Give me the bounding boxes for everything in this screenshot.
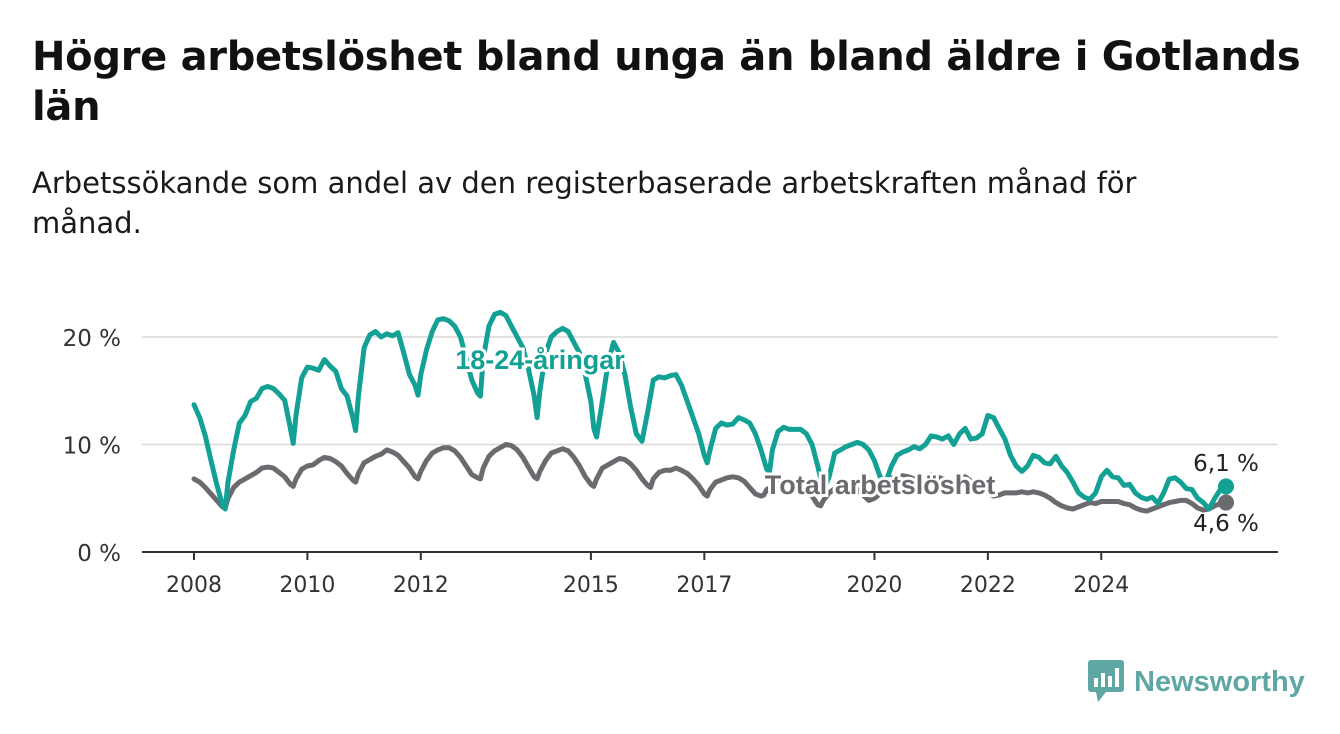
x-tick-label: 2017: [676, 573, 732, 598]
series-label-youth: 18-24-åringar: [455, 345, 625, 375]
newsworthy-chart-icon: [1088, 660, 1124, 702]
y-axis-ticks: 0 % 10 % 20 %: [63, 326, 121, 567]
end-point-youth: [1218, 478, 1234, 495]
x-tick-label: 2015: [563, 573, 619, 598]
series-label-total: Total arbetslöshet: [765, 470, 996, 500]
series-line-youth: [191, 309, 1229, 512]
x-tick-label: 2020: [846, 573, 902, 598]
x-tick-label: 2024: [1073, 573, 1129, 598]
x-tick-label: 2010: [279, 573, 335, 598]
end-point-total: [1218, 494, 1234, 511]
y-tick-label: 20 %: [63, 326, 121, 352]
x-axis-ticks: 2008 2010 2012 2015 2017 2020 2022 2024: [166, 552, 1129, 598]
series-lines: [191, 309, 1234, 514]
newsworthy-logo: Newsworthy: [1088, 660, 1305, 704]
x-tick-label: 2008: [166, 573, 222, 598]
end-value-youth: 6,1 %: [1193, 451, 1259, 477]
brand-name: Newsworthy: [1134, 665, 1305, 698]
chart-title: Högre arbetslöshet bland unga än bland ä…: [32, 34, 1301, 130]
y-tick-label: 0 %: [77, 541, 121, 567]
chart-subtitle: Arbetssökande som andel av den registerb…: [32, 166, 1137, 240]
series-labels: Total arbetslöshet 18-24-åringar 6,1 % 4,6 …: [452, 342, 1259, 537]
end-value-total: 4,6 %: [1193, 511, 1259, 537]
series-line-total: [191, 442, 1229, 514]
x-tick-label: 2012: [393, 573, 449, 598]
x-tick-label: 2022: [960, 573, 1016, 598]
y-tick-label: 10 %: [63, 434, 121, 460]
